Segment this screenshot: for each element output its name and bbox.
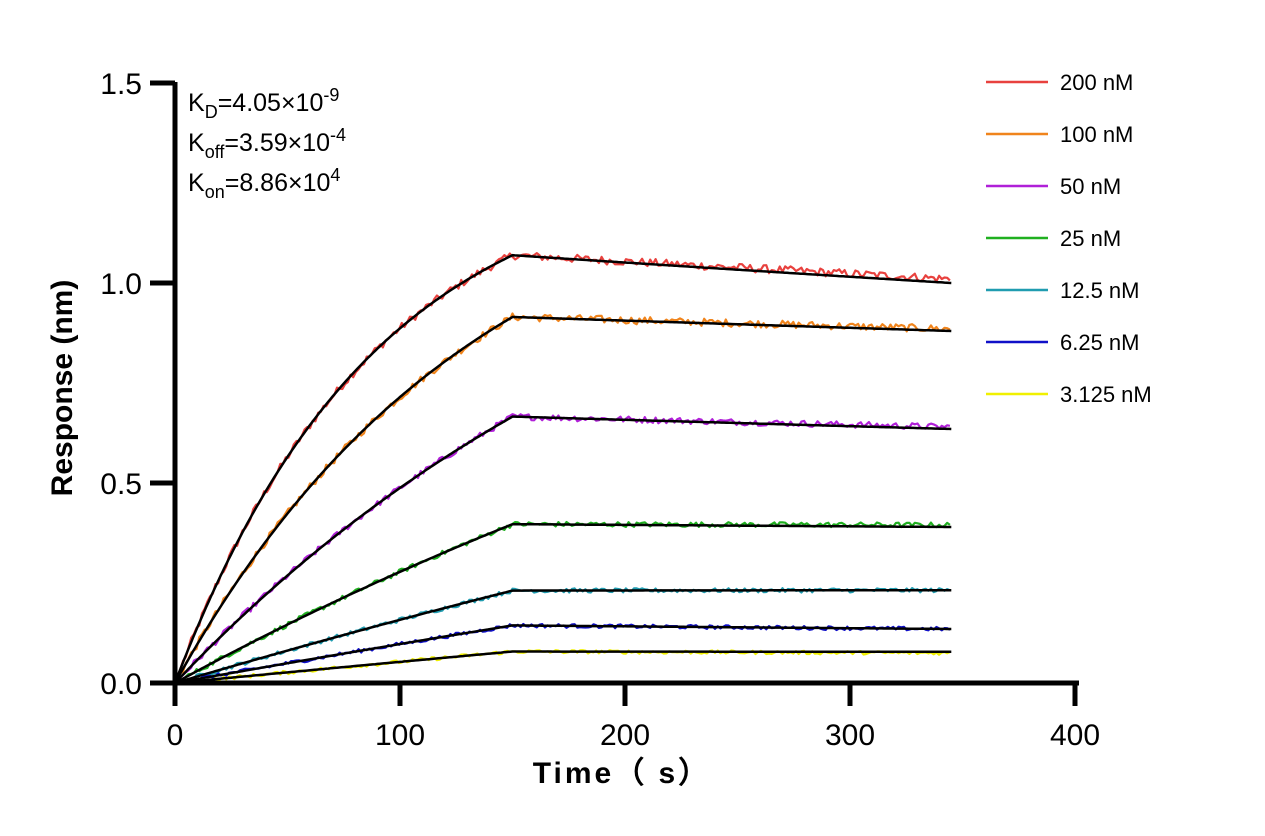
legend-label: 50 nM [1060,174,1121,199]
legend-label: 3.125 nM [1060,382,1152,407]
fit-curve-12_5-nM [174,588,952,685]
kon-annotation: Kon=8.86×104 [188,165,340,202]
x-tick-label: 0 [167,719,184,752]
x-tick-label: 200 [600,719,650,752]
legend-label: 6.25 nM [1060,330,1140,355]
y-tick-label: 0.0 [100,668,142,701]
fit-curve-50-nM [174,415,952,684]
x-ticks: 0 100 200 300 400 [167,683,1100,752]
fit-curve-6_25-nM [174,624,952,685]
fit-curves [173,253,952,685]
y-ticks: 0.0 0.5 1.0 1.5 [100,68,175,701]
kd-annotation: KD=4.05×10-9 [188,85,339,122]
plot-area [173,252,952,685]
legend-label: 100 nM [1060,122,1133,147]
legend-label: 200 nM [1060,70,1133,95]
y-tick-label: 0.5 [100,468,142,501]
legend-label: 12.5 nM [1060,278,1140,303]
data-trace-12_5-nM [174,586,951,685]
fit-curve-3_125-nM [174,650,952,685]
fit-curve-25-nM [174,522,952,685]
y-axis-title: Response (nm) [46,280,79,497]
x-tick-label: 400 [1050,719,1100,752]
y-tick-label: 1.0 [100,268,142,301]
data-trace-25-nM [174,520,951,684]
x-tick-label: 300 [825,719,875,752]
x-tick-label: 100 [375,719,425,752]
x-axis-title: Time（ s） [533,756,712,790]
y-tick-label: 1.5 [100,68,142,101]
legend: 200 nM 100 nM 50 nM 25 nM 12.5 nM 6.25 nM 3.12… [986,70,1152,407]
fit-curve-100-nM [173,315,952,684]
data-trace-3_125-nM [174,649,951,685]
data-trace-50-nM [174,413,951,684]
legend-label: 25 nM [1060,226,1121,251]
koff-annotation: Koff=3.59×10-4 [188,125,346,162]
fit-curve-200-nM [173,253,952,684]
